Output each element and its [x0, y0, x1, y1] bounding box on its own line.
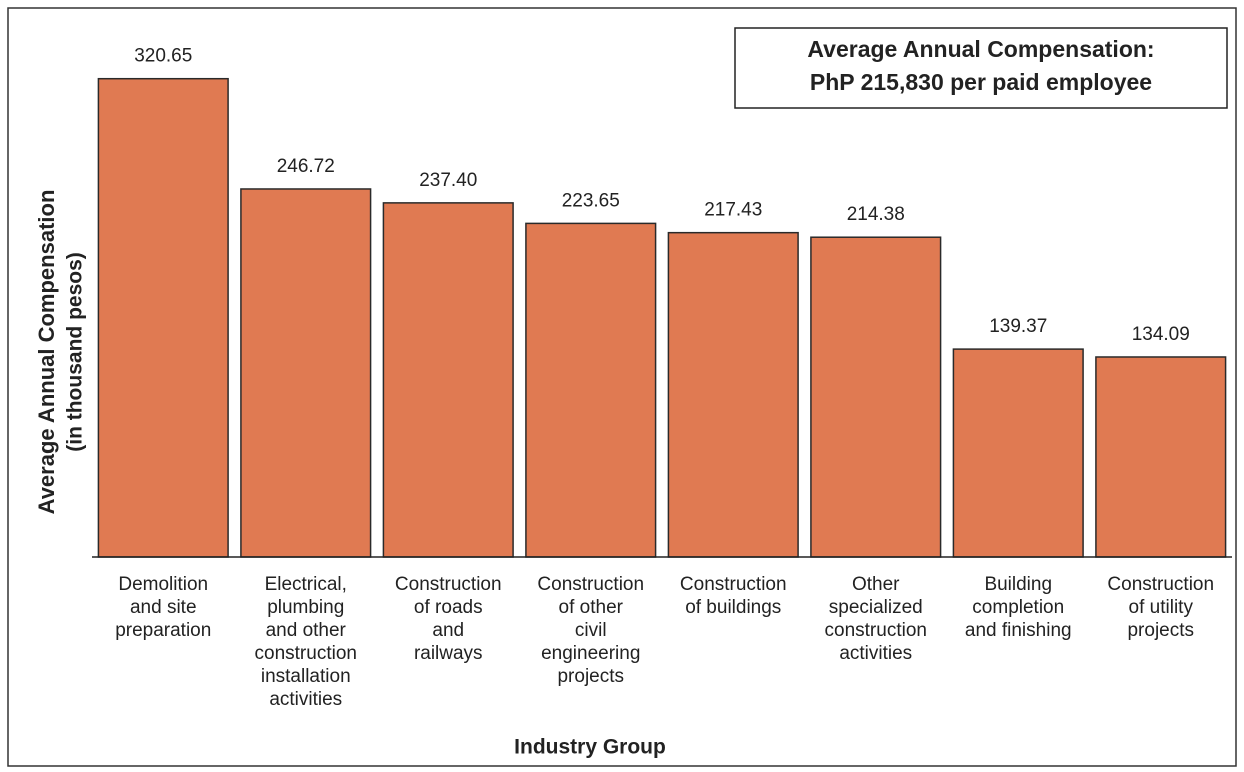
- x-tick-label: activities: [839, 643, 912, 664]
- x-tick-label: Electrical,: [265, 574, 347, 595]
- annotation: PhP 215,830 per paid employee: [810, 69, 1152, 95]
- x-tick-label: Demolition: [118, 574, 208, 595]
- bar: [810, 236, 942, 558]
- x-tick-label: projects: [1127, 620, 1194, 641]
- y-axis-label: Average Annual Compensation: [34, 190, 59, 515]
- value-label: 223.65: [562, 190, 620, 211]
- x-tick-label: Construction: [395, 574, 502, 595]
- bar: [240, 188, 372, 558]
- x-tick-label: Construction: [537, 574, 644, 595]
- x-tick-label: and other: [266, 620, 347, 641]
- bar: [952, 348, 1084, 558]
- bar: [1095, 356, 1227, 558]
- x-tick-label: engineering: [541, 643, 640, 664]
- x-tick-label: Construction: [680, 574, 787, 595]
- x-tick-label: plumbing: [267, 597, 344, 618]
- x-tick-label: projects: [557, 666, 624, 687]
- x-tick-label: and finishing: [965, 620, 1072, 641]
- x-tick-label: construction: [255, 643, 357, 664]
- x-tick-label: preparation: [115, 620, 211, 641]
- x-tick-label: installation: [261, 666, 351, 687]
- value-label: 237.40: [419, 170, 477, 191]
- x-tick-label: Construction: [1107, 574, 1214, 595]
- bar: [525, 222, 657, 558]
- x-tick-label: Building: [984, 574, 1052, 595]
- x-tick-label: of utility: [1129, 597, 1194, 618]
- x-tick-label: civil: [575, 620, 607, 641]
- bar: [667, 231, 799, 558]
- bar: [97, 77, 229, 558]
- x-tick-label: of other: [559, 597, 624, 618]
- value-label: 139.37: [989, 316, 1047, 337]
- x-tick-label: construction: [825, 620, 927, 641]
- x-tick-label: completion: [972, 597, 1064, 618]
- x-tick-label: of buildings: [685, 597, 781, 618]
- x-tick-label: Other: [852, 574, 900, 595]
- x-tick-label: and site: [130, 597, 197, 618]
- x-tick-label: and: [432, 620, 464, 641]
- annotation: Average Annual Compensation:: [807, 36, 1154, 62]
- x-tick-label: activities: [269, 689, 342, 710]
- value-label: 134.09: [1132, 324, 1190, 345]
- y-axis-label: (in thousand pesos): [64, 252, 87, 452]
- x-axis-label: Industry Group: [514, 736, 666, 759]
- frame: [7, 7, 1237, 767]
- bar: [382, 202, 514, 558]
- value-label: 320.65: [134, 46, 192, 67]
- value-label: 214.38: [847, 204, 905, 225]
- x-tick-label: of roads: [414, 597, 483, 618]
- x-tick-label: specialized: [829, 597, 923, 618]
- annotation-box: [734, 27, 1228, 109]
- x-tick-label: railways: [414, 643, 483, 664]
- value-label: 246.72: [277, 156, 335, 177]
- value-label: 217.43: [704, 200, 762, 221]
